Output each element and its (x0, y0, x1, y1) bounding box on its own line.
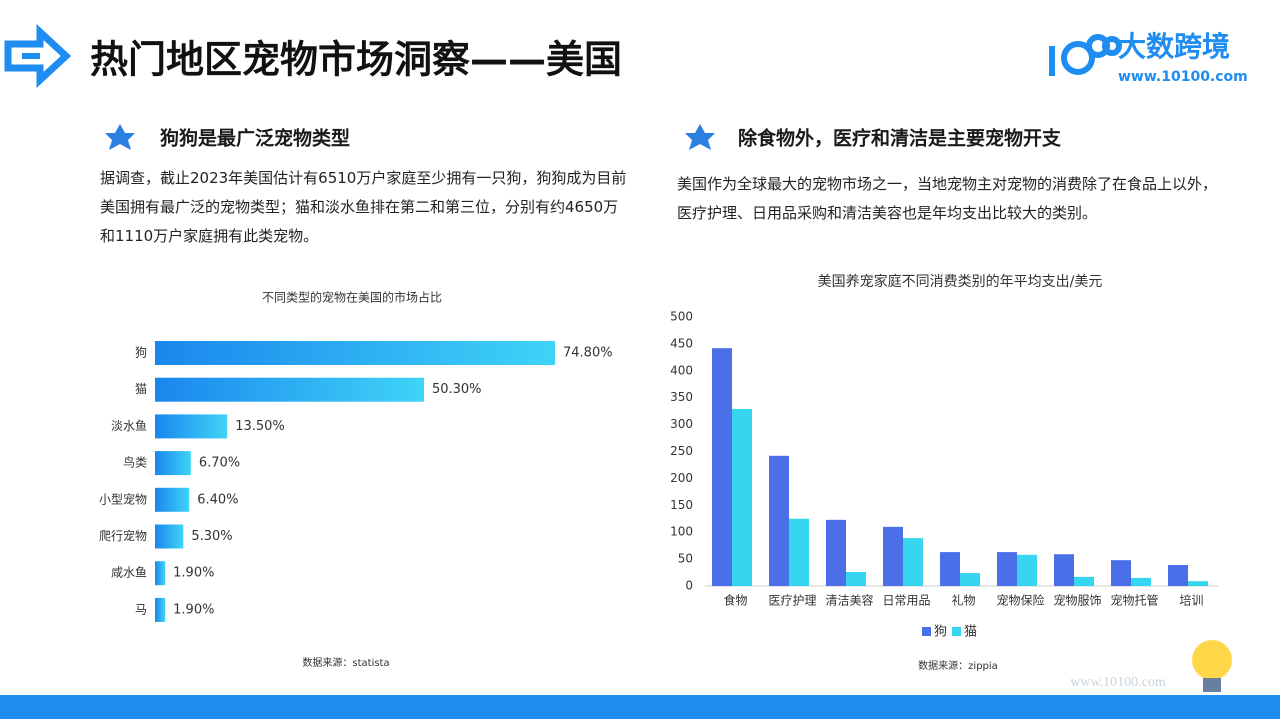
y-tick-label: 小型宠物 (99, 491, 147, 506)
watermark: www.10100.com (1070, 675, 1166, 690)
x-tick-label: 医疗护理 (768, 594, 816, 608)
bar (1168, 565, 1188, 586)
section-heading: 狗狗是最广泛宠物类型 (160, 127, 350, 150)
bar (155, 597, 166, 622)
y-tick-label: 100 (670, 525, 693, 539)
y-tick-label: 250 (670, 444, 693, 458)
section-heading: 除食物外，医疗和清洁是主要宠物开支 (738, 127, 1062, 150)
footer-band (0, 695, 1280, 719)
header-icon (4, 24, 72, 88)
bar (1188, 581, 1208, 586)
x-tick-label: 宠物托管 (1110, 593, 1158, 608)
y-tick-label: 150 (670, 498, 693, 512)
y-tick-label: 500 (670, 310, 693, 324)
chart-title: 不同类型的宠物在美国的市场占比 (262, 290, 442, 305)
bar (846, 572, 866, 586)
bar (826, 519, 846, 586)
bar (155, 451, 191, 476)
y-tick-label: 淡水鱼 (111, 419, 147, 433)
y-tick-label: 450 (670, 336, 693, 350)
value-label: 1.90% (173, 602, 214, 617)
y-tick-label: 咸水鱼 (111, 566, 147, 580)
value-label: 13.50% (235, 419, 285, 434)
value-label: 50.30% (432, 382, 482, 397)
section-body: 美国作为全球最大的宠物市场之一，当地宠物主对宠物的消费除了在食品上以外，医疗护理… (677, 175, 1218, 222)
bar (155, 487, 190, 512)
value-label: 6.40% (197, 492, 238, 507)
y-tick-label: 鸟类 (123, 455, 147, 470)
y-tick-label: 200 (670, 471, 693, 485)
logo-url: www.10100.com (1118, 69, 1248, 85)
logo-name: 大数跨境 (1118, 30, 1230, 63)
section-icon (685, 124, 715, 150)
y-tick-label: 300 (670, 417, 693, 431)
x-tick-label: 培训 (1179, 593, 1203, 608)
x-tick-label: 宠物保险 (996, 593, 1044, 608)
y-tick-label: 马 (135, 602, 147, 616)
x-tick-label: 宠物服饰 (1053, 593, 1101, 608)
bar (903, 538, 923, 586)
legend-swatch (922, 627, 931, 636)
x-tick-label: 日常用品 (882, 594, 930, 608)
bar (155, 377, 424, 402)
page-title: 热门地区宠物市场洞察——美国 (90, 38, 622, 82)
bar (155, 524, 184, 549)
y-tick-label: 爬行宠物 (99, 528, 147, 543)
bar (940, 552, 960, 586)
x-tick-label: 礼物 (951, 593, 975, 608)
bar (1017, 554, 1037, 586)
legend-label: 猫 (964, 625, 977, 640)
x-tick-label: 清洁美容 (825, 593, 873, 608)
bar (155, 414, 228, 439)
y-tick-label: 0 (685, 579, 693, 593)
y-tick-label: 50 (678, 552, 693, 566)
value-label: 74.80% (563, 346, 613, 361)
chart-source: 数据来源：statista (302, 656, 389, 669)
bar (732, 408, 752, 586)
section-body: 据调查，截止2023年美国估计有6510万户家庭至少拥有一只狗，狗狗成为目前美国… (100, 169, 627, 245)
y-tick-label: 狗 (135, 346, 147, 360)
bar (883, 526, 903, 586)
bar (997, 552, 1017, 586)
bar (155, 341, 555, 365)
bar (1131, 577, 1151, 586)
section-icon (105, 124, 135, 150)
legend-swatch (952, 627, 961, 636)
bar (712, 348, 732, 586)
y-tick-label: 猫 (135, 382, 147, 396)
chart-title: 美国养宠家庭不同消费类别的年平均支出/美元 (818, 273, 1103, 290)
bar (1074, 576, 1094, 586)
value-label: 5.30% (191, 529, 232, 544)
bar (789, 518, 809, 586)
legend-label: 狗 (934, 625, 947, 640)
bar (960, 573, 980, 586)
y-tick-label: 350 (670, 390, 693, 404)
value-label: 6.70% (199, 456, 240, 471)
bar (769, 455, 789, 586)
bar (155, 561, 166, 586)
bar (1111, 560, 1131, 586)
y-tick-label: 400 (670, 363, 693, 377)
x-tick-label: 食物 (723, 593, 747, 608)
logo-mark (1049, 34, 1122, 76)
bulb-icon (1192, 640, 1232, 692)
bar (1054, 554, 1074, 586)
value-label: 1.90% (173, 566, 214, 581)
chart-source: 数据来源：zippia (918, 659, 998, 672)
